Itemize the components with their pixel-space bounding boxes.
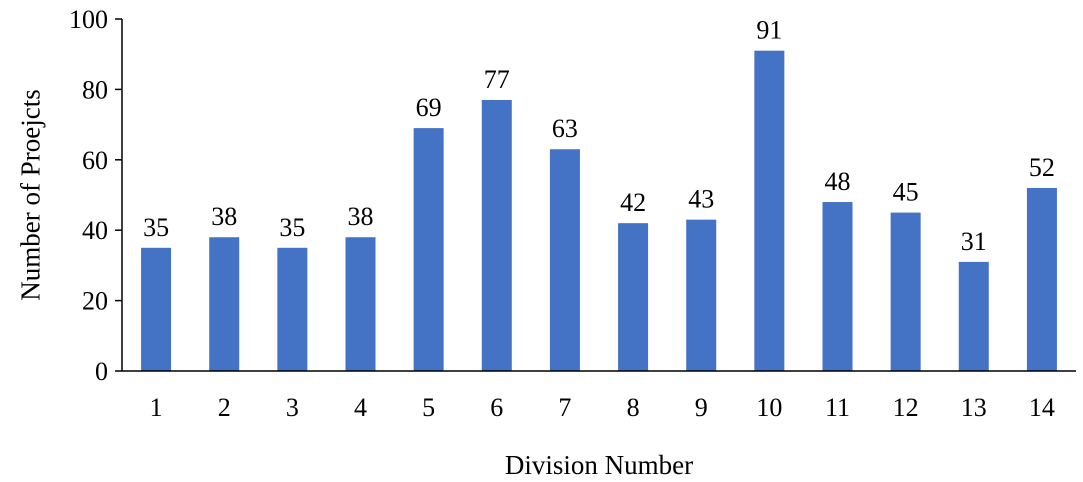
bar-value-label: 69 bbox=[416, 93, 442, 122]
bar-value-label: 42 bbox=[620, 188, 646, 217]
x-tick-label: 12 bbox=[893, 393, 919, 422]
bar-value-label: 77 bbox=[484, 65, 510, 94]
x-tick-label: 4 bbox=[354, 393, 367, 422]
bar-value-label: 52 bbox=[1029, 153, 1055, 182]
bar-value-label: 31 bbox=[961, 227, 987, 256]
bar-value-label: 38 bbox=[211, 202, 237, 231]
bar-value-label: 91 bbox=[756, 16, 782, 45]
bar-value-label: 35 bbox=[279, 213, 305, 242]
x-tick-label: 7 bbox=[558, 393, 571, 422]
bar bbox=[754, 50, 785, 372]
bar bbox=[481, 99, 512, 372]
bar bbox=[209, 237, 240, 371]
bar-value-label: 48 bbox=[825, 167, 851, 196]
bar bbox=[413, 128, 444, 371]
bars-group bbox=[141, 50, 1057, 372]
x-tick-label: 2 bbox=[218, 393, 231, 422]
x-tick-label: 3 bbox=[286, 393, 299, 422]
x-tick-label: 13 bbox=[961, 393, 987, 422]
bar bbox=[141, 247, 172, 371]
x-tick-label: 5 bbox=[422, 393, 435, 422]
x-axis-ticks: 1 2 3 4 5 6 7 8 9 10 11 12 13 14 bbox=[150, 393, 1055, 422]
bar-value-label: 45 bbox=[893, 178, 919, 207]
y-tick-label: 60 bbox=[82, 146, 108, 175]
y-tick-label: 40 bbox=[82, 216, 108, 245]
bar bbox=[686, 219, 717, 371]
y-tick-label: 0 bbox=[95, 357, 108, 386]
data-labels-group: 35 38 35 38 69 77 63 42 43 91 48 45 31 52 bbox=[143, 16, 1055, 256]
y-tick-label: 20 bbox=[82, 287, 108, 316]
x-tick-label: 10 bbox=[756, 393, 782, 422]
x-tick-label: 14 bbox=[1029, 393, 1055, 422]
bar bbox=[822, 202, 853, 371]
bar-value-label: 43 bbox=[688, 185, 714, 214]
y-tick-label: 100 bbox=[69, 5, 108, 34]
x-tick-label: 9 bbox=[695, 393, 708, 422]
bar bbox=[958, 261, 989, 371]
bar bbox=[277, 247, 308, 371]
x-tick-label: 11 bbox=[825, 393, 850, 422]
bar bbox=[618, 223, 649, 371]
bar bbox=[549, 149, 580, 371]
y-axis-title: Number of Proejcts bbox=[15, 89, 45, 300]
x-tick-label: 8 bbox=[627, 393, 640, 422]
bar bbox=[1026, 187, 1057, 371]
bar-value-label: 63 bbox=[552, 114, 578, 143]
x-tick-label: 1 bbox=[150, 393, 163, 422]
bar bbox=[345, 237, 376, 371]
x-tick-label: 6 bbox=[490, 393, 503, 422]
y-tick-label: 80 bbox=[82, 75, 108, 104]
y-axis-ticks: 0 20 40 60 80 100 bbox=[69, 5, 122, 386]
bar-value-label: 35 bbox=[143, 213, 169, 242]
x-axis-title: Division Number bbox=[505, 450, 693, 480]
bar bbox=[890, 212, 921, 371]
bar-value-label: 38 bbox=[348, 202, 374, 231]
